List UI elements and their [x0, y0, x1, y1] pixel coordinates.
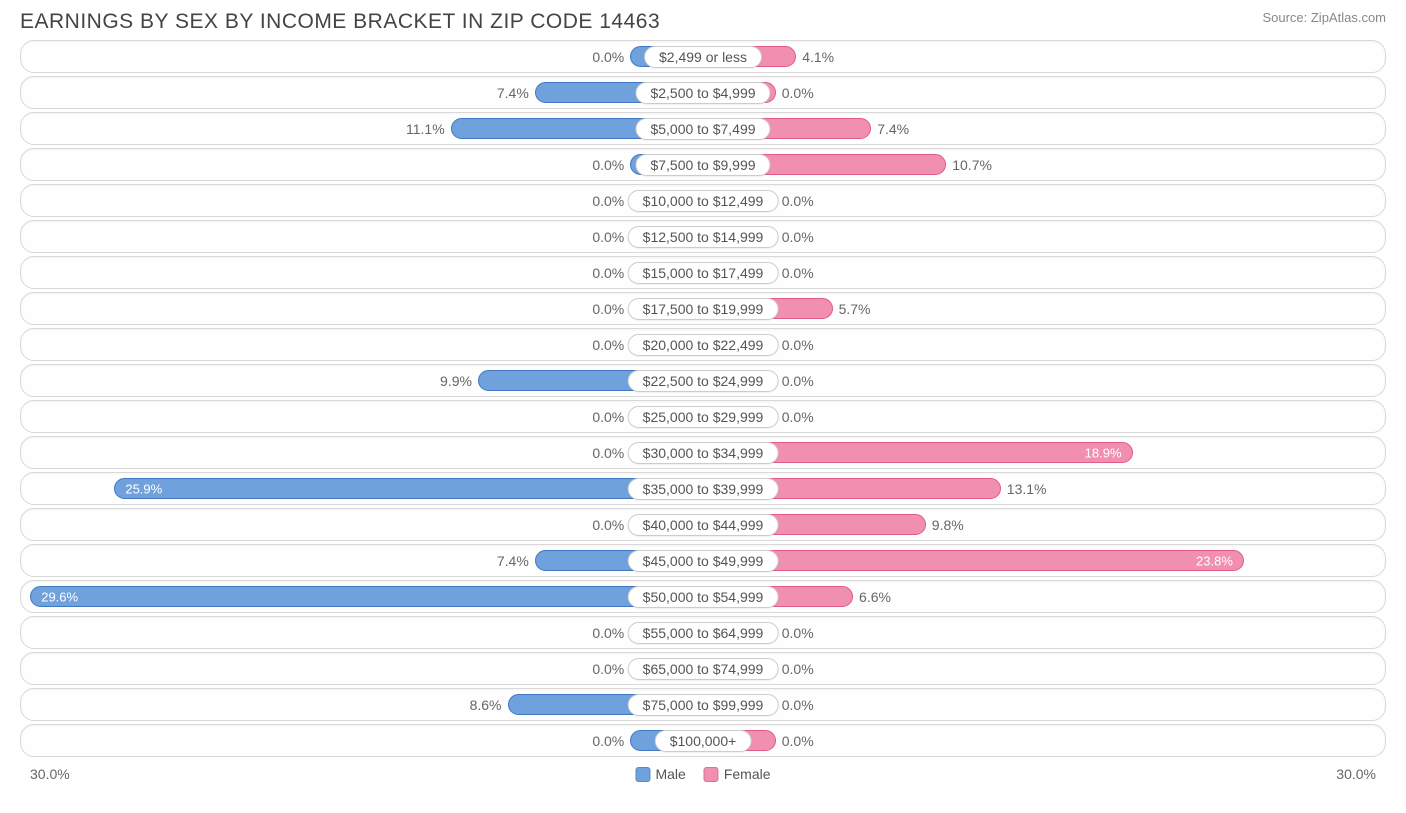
legend-male-label: Male [655, 766, 685, 782]
male-pct-label: 11.1% [406, 121, 445, 137]
income-bracket-row: $50,000 to $54,999 29.6% 6.6% [20, 580, 1386, 613]
legend-female: Female [704, 766, 771, 782]
female-pct-label: 6.6% [859, 589, 891, 605]
female-pct-label: 7.4% [877, 121, 909, 137]
income-bracket-row: $35,000 to $39,999 25.9% 13.1% [20, 472, 1386, 505]
bracket-label: $7,500 to $9,999 [635, 154, 770, 176]
female-pct-label: 0.0% [782, 625, 814, 641]
female-pct-label: 9.8% [932, 517, 964, 533]
male-pct-label: 0.0% [592, 265, 624, 281]
female-pct-label: 4.1% [802, 49, 834, 65]
female-swatch-icon [704, 767, 719, 782]
bracket-label: $10,000 to $12,499 [628, 190, 779, 212]
male-pct-label: 0.0% [592, 517, 624, 533]
income-bracket-row: $7,500 to $9,999 0.0% 10.7% [20, 148, 1386, 181]
income-bracket-row: $45,000 to $49,999 7.4% 23.8% [20, 544, 1386, 577]
income-bracket-row: $5,000 to $7,499 11.1% 7.4% [20, 112, 1386, 145]
male-pct-label: 0.0% [592, 301, 624, 317]
male-pct-label: 25.9% [125, 481, 162, 496]
female-pct-label: 23.8% [1196, 553, 1233, 568]
male-pct-label: 0.0% [592, 445, 624, 461]
female-bar [703, 550, 1244, 571]
legend-female-label: Female [724, 766, 771, 782]
income-bracket-row: $65,000 to $74,9990.0% 0.0% [20, 652, 1386, 685]
male-bar [114, 478, 703, 499]
bracket-label: $75,000 to $99,999 [628, 694, 779, 716]
female-pct-label: 0.0% [782, 193, 814, 209]
bracket-label: $50,000 to $54,999 [628, 586, 779, 608]
income-bracket-row: $12,500 to $14,9990.0% 0.0% [20, 220, 1386, 253]
bracket-label: $25,000 to $29,999 [628, 406, 779, 428]
income-bracket-row: $20,000 to $22,4990.0% 0.0% [20, 328, 1386, 361]
male-pct-label: 0.0% [592, 661, 624, 677]
bracket-label: $22,500 to $24,999 [628, 370, 779, 392]
male-pct-label: 0.0% [592, 625, 624, 641]
bracket-label: $40,000 to $44,999 [628, 514, 779, 536]
female-pct-label: 0.0% [782, 661, 814, 677]
chart-area: $2,499 or less 0.0% 4.1% $2,500 to $4,999 7.… [0, 40, 1406, 757]
income-bracket-row: $15,000 to $17,4990.0% 0.0% [20, 256, 1386, 289]
female-pct-label: 0.0% [782, 85, 814, 101]
income-bracket-row: $2,499 or less 0.0% 4.1% [20, 40, 1386, 73]
income-bracket-row: $100,000+ 0.0% 0.0% [20, 724, 1386, 757]
axis-left-max: 30.0% [30, 766, 70, 782]
female-pct-label: 0.0% [782, 373, 814, 389]
female-pct-label: 18.9% [1085, 445, 1122, 460]
legend-male: Male [635, 766, 685, 782]
male-pct-label: 29.6% [41, 589, 78, 604]
chart-title: EARNINGS BY SEX BY INCOME BRACKET IN ZIP… [20, 10, 660, 34]
male-pct-label: 7.4% [497, 553, 529, 569]
female-pct-label: 0.0% [782, 337, 814, 353]
income-bracket-row: $17,500 to $19,9990.0% 5.7% [20, 292, 1386, 325]
male-pct-label: 7.4% [497, 85, 529, 101]
bracket-label: $55,000 to $64,999 [628, 622, 779, 644]
male-pct-label: 8.6% [470, 697, 502, 713]
male-pct-label: 0.0% [592, 229, 624, 245]
male-bar [30, 586, 703, 607]
female-pct-label: 10.7% [952, 157, 992, 173]
female-pct-label: 0.0% [782, 229, 814, 245]
female-pct-label: 0.0% [782, 409, 814, 425]
income-bracket-row: $30,000 to $34,9990.0% 18.9% [20, 436, 1386, 469]
female-pct-label: 5.7% [839, 301, 871, 317]
income-bracket-row: $75,000 to $99,999 8.6% 0.0% [20, 688, 1386, 721]
bracket-label: $100,000+ [655, 730, 752, 752]
bracket-label: $20,000 to $22,499 [628, 334, 779, 356]
male-pct-label: 0.0% [592, 157, 624, 173]
bracket-label: $2,499 or less [644, 46, 762, 68]
male-pct-label: 0.0% [592, 337, 624, 353]
female-pct-label: 13.1% [1007, 481, 1047, 497]
bracket-label: $17,500 to $19,999 [628, 298, 779, 320]
male-pct-label: 0.0% [592, 193, 624, 209]
bracket-label: $30,000 to $34,999 [628, 442, 779, 464]
bracket-label: $45,000 to $49,999 [628, 550, 779, 572]
female-pct-label: 0.0% [782, 265, 814, 281]
bracket-label: $2,500 to $4,999 [635, 82, 770, 104]
male-pct-label: 9.9% [440, 373, 472, 389]
legend: Male Female [635, 766, 770, 782]
axis-right-max: 30.0% [1336, 766, 1376, 782]
male-pct-label: 0.0% [592, 49, 624, 65]
income-bracket-row: $22,500 to $24,999 9.9% 0.0% [20, 364, 1386, 397]
female-pct-label: 0.0% [782, 697, 814, 713]
bracket-label: $65,000 to $74,999 [628, 658, 779, 680]
bracket-label: $12,500 to $14,999 [628, 226, 779, 248]
income-bracket-row: $25,000 to $29,9990.0% 0.0% [20, 400, 1386, 433]
source-attribution: Source: ZipAtlas.com [1262, 10, 1386, 25]
female-pct-label: 0.0% [782, 733, 814, 749]
bracket-label: $15,000 to $17,499 [628, 262, 779, 284]
bracket-label: $35,000 to $39,999 [628, 478, 779, 500]
bracket-label: $5,000 to $7,499 [635, 118, 770, 140]
male-pct-label: 0.0% [592, 409, 624, 425]
income-bracket-row: $2,500 to $4,999 7.4% 0.0% [20, 76, 1386, 109]
income-bracket-row: $10,000 to $12,4990.0% 0.0% [20, 184, 1386, 217]
male-swatch-icon [635, 767, 650, 782]
male-pct-label: 0.0% [592, 733, 624, 749]
income-bracket-row: $55,000 to $64,9990.0% 0.0% [20, 616, 1386, 649]
income-bracket-row: $40,000 to $44,9990.0% 9.8% [20, 508, 1386, 541]
